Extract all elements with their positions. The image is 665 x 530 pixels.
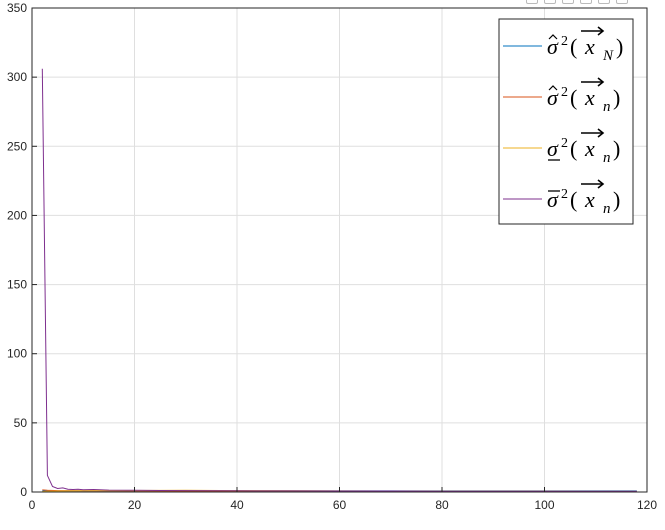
y-tick-label: 50 [14, 416, 28, 430]
legend-sigma: σ [547, 85, 559, 110]
x-tick-label: 80 [435, 498, 449, 512]
y-tick-label: 200 [7, 208, 27, 222]
legend-subscript: n [603, 150, 611, 166]
axes-toolbar [520, 0, 665, 8]
legend-entry: σ 2( x n) [547, 179, 620, 217]
legend-entry: σ 2( x n) [547, 77, 620, 115]
pan-icon[interactable] [562, 0, 574, 4]
legend-subscript: n [603, 99, 611, 115]
legend-subscript: N [602, 48, 614, 64]
legend: σ 2(x N)σ 2(x n)σ 2(x n)σ 2(x n) [498, 18, 634, 225]
legend-entry: σ 2( x N) [547, 26, 623, 64]
vector-arrowhead [597, 179, 605, 189]
x-tick-label: 60 [333, 498, 347, 512]
legend-open-paren: ( [570, 85, 577, 110]
y-tick-label: 350 [7, 1, 27, 15]
y-tick-label: 300 [7, 70, 27, 84]
legend-var: x [584, 187, 595, 212]
legend-sigma: σ [547, 34, 559, 59]
x-tick-label: 100 [534, 498, 554, 512]
vector-arrowhead [597, 26, 605, 36]
restore-icon[interactable] [616, 0, 628, 4]
legend-subscript: n [603, 201, 611, 217]
legend-var: x [584, 136, 595, 161]
legend-sigma: σ [547, 187, 559, 212]
legend-open-paren: ( [570, 187, 577, 212]
y-tick-label: 0 [20, 485, 27, 499]
legend-power: 2 [561, 85, 568, 100]
legend-var: x [584, 85, 595, 110]
legend-power: 2 [561, 187, 568, 202]
zoom-in-icon[interactable] [580, 0, 592, 4]
hat-accent [548, 85, 558, 91]
legend-close-paren: ) [613, 136, 620, 161]
legend-power: 2 [561, 136, 568, 151]
hat-accent [548, 34, 558, 40]
y-tick-label: 100 [7, 347, 27, 361]
legend-power: 2 [561, 34, 568, 49]
legend-box [498, 18, 634, 225]
y-tick-label: 150 [7, 278, 27, 292]
vector-arrowhead [597, 77, 605, 87]
legend-close-paren: ) [613, 187, 620, 212]
export-icon[interactable] [526, 0, 538, 4]
y-tick-label: 250 [7, 139, 27, 153]
brush-icon[interactable] [544, 0, 556, 4]
legend-var: x [584, 34, 595, 59]
legend-close-paren: ) [616, 34, 623, 59]
legend-open-paren: ( [570, 136, 577, 161]
legend-entry: σ 2( x n) [547, 128, 620, 166]
x-tick-label: 0 [29, 498, 36, 512]
x-tick-label: 120 [637, 498, 657, 512]
vector-arrowhead [597, 128, 605, 138]
legend-open-paren: ( [570, 34, 577, 59]
axis-ticks: 0 20 40 60 80 100 120 0 50 100 150 200 250 300 350 [7, 1, 657, 512]
x-tick-label: 40 [230, 498, 244, 512]
zoom-out-icon[interactable] [598, 0, 610, 4]
legend-close-paren: ) [613, 85, 620, 110]
legend-sigma: σ [547, 136, 559, 161]
x-tick-label: 20 [128, 498, 142, 512]
